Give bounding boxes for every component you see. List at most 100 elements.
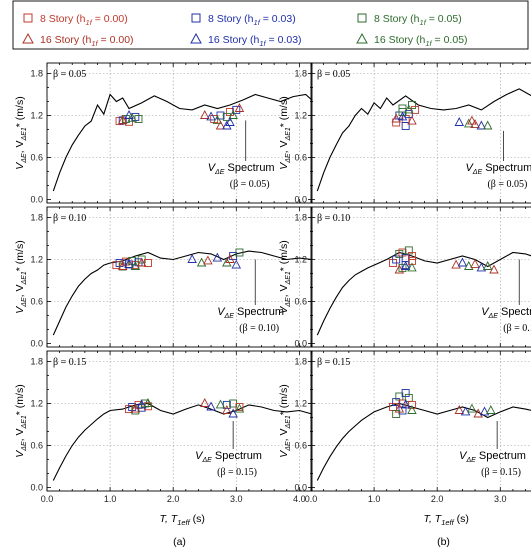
- data-point-16story: [231, 259, 242, 269]
- data-point-8story: [232, 105, 241, 114]
- plot-frame: [310, 206, 531, 348]
- y-tick-label: 0.6: [30, 153, 43, 163]
- y-tick-label: 1.2: [294, 111, 307, 121]
- y-tick-label: 1.8: [294, 213, 307, 223]
- data-point-16story: [206, 401, 216, 411]
- data-point-16story: [196, 257, 207, 267]
- data-point-16story: [463, 118, 474, 128]
- data-point-16story: [199, 398, 210, 407]
- data-point-16story: [124, 258, 134, 268]
- data-point-16story: [467, 403, 477, 413]
- legend-label: 16 Story (h1f = 0.05): [374, 34, 468, 48]
- spectrum-beta-label: (β = 0.15): [217, 467, 257, 478]
- data-point-16story: [222, 405, 232, 414]
- data-point-16story: [136, 257, 147, 267]
- beta-label: β = 0.05: [317, 69, 350, 80]
- spectrum-beta-label: (β = 0.05): [230, 179, 270, 190]
- data-point-16story: [400, 399, 411, 409]
- panel-b2: 0.0 0.6 1.2 1.8 VΔE, VΔE1* (m/s) β = 0.10 VΔE …: [278, 206, 531, 349]
- y-tick-label: 0.0: [294, 483, 307, 493]
- y-tick-label: 0.0: [30, 339, 43, 349]
- data-point-16story: [212, 114, 223, 124]
- spectrum-line: [52, 93, 313, 192]
- data-point-8story: [216, 111, 225, 120]
- data-point-8story: [408, 256, 416, 265]
- plot-frame: [46, 206, 313, 348]
- plot-frame: [46, 62, 313, 204]
- data-point-16story: [397, 111, 408, 121]
- data-point-16story: [489, 264, 499, 274]
- spectrum-beta-label: (β = 0.05): [487, 179, 527, 190]
- data-point-16story: [454, 405, 465, 414]
- panel-a3: 0.0 0.6 1.2 1.8 0.0 1.0 2.0 3.0 4.0 VΔE, VΔE1* (m…: [14, 350, 313, 504]
- legend-square-marker: [191, 13, 201, 23]
- x-tick-label: 3.0: [230, 494, 243, 504]
- panel-a1: 0.0 0.6 1.2 1.8 VΔE, VΔE1* (m/s) β = 0.05 VΔE …: [14, 62, 313, 205]
- legend-label: 8 Story (h1f = 0.00): [40, 13, 128, 27]
- y-tick-label: 0.6: [294, 441, 307, 451]
- y-tick-label: 1.8: [30, 213, 43, 223]
- plot-frame: [46, 350, 313, 492]
- beta-label: β = 0.05: [53, 69, 86, 80]
- y-tick-label: 0.6: [30, 297, 43, 307]
- y-tick-label: 1.8: [294, 69, 307, 79]
- y-axis-label: VΔE, VΔE1* (m/s): [278, 384, 292, 457]
- data-point-16story: [127, 112, 137, 122]
- beta-label: β = 0.10: [317, 213, 350, 224]
- data-point-16story: [407, 115, 417, 125]
- x-tick-label: 2.0: [431, 494, 444, 504]
- data-point-16story: [225, 254, 235, 263]
- y-tick-label: 0.0: [294, 195, 307, 205]
- spectrum-label: VΔE Spectrum: [465, 162, 531, 176]
- spectrum-label: VΔE Spectrum: [459, 450, 526, 464]
- data-point-16story: [404, 104, 414, 114]
- legend-triangle-marker: [356, 32, 368, 44]
- data-point-16story: [124, 110, 134, 119]
- data-point-16story: [407, 262, 417, 272]
- spectrum-beta-label: (β = 0.10): [503, 323, 531, 334]
- x-tick-label: 4.0: [293, 494, 306, 504]
- data-point-16story: [486, 405, 496, 414]
- data-point-16story: [460, 406, 471, 416]
- y-tick-label: 0.0: [294, 339, 307, 349]
- y-tick-label: 1.2: [30, 255, 43, 265]
- data-point-16story: [136, 399, 147, 409]
- legend-label: 8 Story (h1f = 0.03): [208, 13, 296, 27]
- plot-frame: [310, 350, 531, 492]
- data-point-16story: [225, 117, 235, 126]
- legend-square-marker: [23, 13, 33, 23]
- data-point-8story: [401, 122, 410, 130]
- data-point-16story: [457, 257, 468, 267]
- data-point-16story: [117, 114, 128, 124]
- column-caption: (b): [437, 536, 450, 548]
- y-tick-label: 1.2: [30, 111, 43, 121]
- panel-b3: 0.0 0.6 1.2 1.8 0.0 1.0 2.0 3.0 4.0 VΔE, VΔE1* (m…: [278, 350, 531, 504]
- x-tick-label: 1.0: [104, 494, 117, 504]
- spectrum-line: [52, 250, 313, 336]
- y-tick-label: 1.2: [294, 255, 307, 265]
- data-point-16story: [407, 405, 417, 414]
- column-caption: (a): [173, 536, 186, 548]
- panel-b1: 0.0 0.6 1.2 1.8 VΔE, VΔE1* (m/s) β = 0.05 VΔE …: [278, 62, 531, 205]
- y-tick-label: 0.0: [30, 483, 43, 493]
- y-tick-label: 1.2: [294, 399, 307, 409]
- data-point-16story: [234, 403, 245, 413]
- data-point-16story: [473, 408, 483, 418]
- legend-item-s16_005: 16 Story (h1f = 0.05): [356, 32, 468, 48]
- y-axis-label: VΔE, VΔE1* (m/s): [278, 96, 292, 169]
- legend-label: 16 Story (h1f = 0.03): [208, 34, 302, 48]
- spectrum-beta-label: (β = 0.15): [481, 467, 521, 478]
- data-point-16story: [482, 120, 493, 130]
- y-axis-label: VΔE, VΔE1* (m/s): [14, 384, 28, 457]
- data-point-16story: [470, 258, 480, 268]
- y-axis-label: VΔE, VΔE1* (m/s): [14, 96, 28, 169]
- data-point-16story: [463, 261, 474, 270]
- spectrum-label: VΔE Spectrum: [217, 306, 284, 320]
- data-point-16story: [451, 259, 461, 269]
- x-axis-label: T, T1eff (s): [160, 513, 205, 527]
- legend-item-s16_003: 16 Story (h1f = 0.03): [190, 32, 302, 48]
- x-tick-label: 0.0: [41, 494, 54, 504]
- panel-a2: 0.0 0.6 1.2 1.8 VΔE, VΔE1* (m/s) β = 0.10 VΔE …: [14, 206, 313, 349]
- legend-item-s16_000: 16 Story (h1f = 0.00): [22, 32, 134, 48]
